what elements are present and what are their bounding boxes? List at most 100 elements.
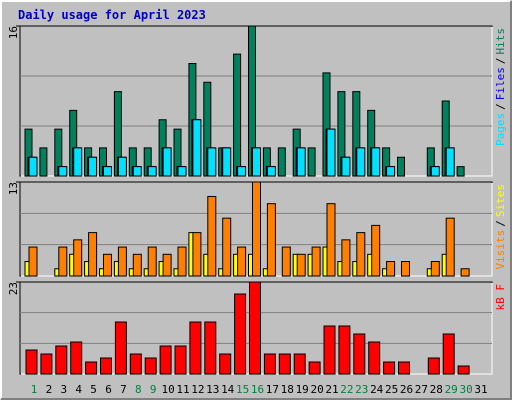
bar — [266, 203, 276, 277]
legend-entry: Files — [494, 67, 507, 100]
x-tick-label: 10 — [161, 383, 174, 396]
bar — [88, 156, 98, 177]
bar — [353, 333, 366, 375]
x-tick-label: 20 — [310, 383, 323, 396]
bar — [296, 253, 306, 277]
bar — [207, 195, 217, 277]
x-tick-label: 5 — [90, 383, 97, 396]
x-tick-label: 2 — [46, 383, 53, 396]
y-tick-label: 16 — [7, 26, 20, 39]
bar — [117, 156, 127, 177]
x-tick-label: 8 — [135, 383, 142, 396]
bar — [40, 353, 53, 375]
legend: kB F — [494, 284, 507, 311]
bar — [427, 357, 440, 375]
x-tick-label: 12 — [191, 383, 204, 396]
bar — [73, 239, 83, 277]
x-tick-label: 18 — [281, 383, 294, 396]
bar — [263, 353, 276, 375]
x-tick-label: 23 — [355, 383, 368, 396]
x-tick-label: 16 — [251, 383, 264, 396]
legend-separator: / — [494, 58, 507, 65]
legend-entry: Visits — [494, 230, 507, 270]
legend-entry: Hits — [494, 28, 507, 55]
bar — [237, 246, 247, 277]
bar — [162, 147, 172, 177]
y-tick-label: 23 — [7, 282, 20, 295]
bar — [383, 361, 396, 375]
bar — [430, 261, 440, 277]
bar — [222, 147, 232, 177]
bar — [356, 147, 366, 177]
chart-title: Daily usage for April 2023 — [18, 8, 206, 22]
bar — [207, 147, 217, 177]
bar — [174, 345, 187, 375]
x-tick-label: 30 — [459, 383, 472, 396]
legend-entry: Pages — [494, 113, 507, 146]
x-tick-label: 4 — [75, 383, 82, 396]
bar — [222, 217, 232, 277]
bar — [39, 147, 48, 177]
x-tick-label: 17 — [266, 383, 279, 396]
y-tick-label: 13 — [7, 182, 20, 195]
x-tick-label: 21 — [325, 383, 338, 396]
bar — [326, 128, 336, 177]
bar — [277, 147, 286, 177]
bar — [341, 156, 351, 177]
bar — [371, 147, 381, 177]
bar — [55, 345, 68, 375]
bar — [442, 333, 455, 375]
x-tick-label: 15 — [236, 383, 249, 396]
x-tick-label: 1 — [31, 383, 38, 396]
bar — [189, 321, 202, 375]
bar — [192, 119, 202, 177]
bar — [266, 166, 276, 177]
x-tick-label: 13 — [206, 383, 219, 396]
bar — [132, 166, 142, 177]
x-tick-label: 26 — [400, 383, 413, 396]
bar — [114, 321, 127, 375]
x-tick-label: 6 — [105, 383, 112, 396]
bar — [281, 246, 291, 277]
bar — [103, 253, 112, 277]
bar — [356, 232, 366, 277]
x-tick-label: 7 — [120, 383, 127, 396]
bar — [341, 239, 351, 277]
legend: Pages / Files / Hits — [494, 28, 507, 146]
bar — [159, 345, 172, 375]
x-tick-label: 29 — [445, 383, 458, 396]
x-tick-label: 11 — [176, 383, 189, 396]
x-tick-label: 14 — [221, 383, 235, 396]
bar — [430, 166, 440, 177]
bar — [397, 156, 405, 177]
bar — [296, 147, 306, 177]
bar — [401, 261, 410, 277]
x-tick-label: 19 — [296, 383, 309, 396]
bar — [132, 253, 142, 277]
x-tick-label: 25 — [385, 383, 398, 396]
bar — [278, 353, 291, 375]
bar — [177, 246, 187, 277]
bar — [307, 147, 316, 177]
bar — [204, 321, 217, 375]
bar — [28, 246, 38, 277]
bar — [147, 166, 157, 177]
bar — [147, 246, 157, 277]
bar — [73, 147, 83, 177]
bar — [129, 353, 142, 375]
x-tick-label: 31 — [474, 383, 487, 396]
bar — [233, 53, 242, 177]
legend-entry: kB F — [494, 284, 507, 311]
x-tick-label: 22 — [340, 383, 353, 396]
bar — [219, 353, 232, 375]
legend: Visits / Sites — [494, 184, 507, 270]
bar — [100, 357, 112, 375]
bar — [457, 365, 470, 375]
bar — [28, 156, 38, 177]
bar — [103, 166, 112, 177]
legend-separator: / — [494, 103, 507, 110]
bar — [371, 224, 381, 277]
bar — [338, 325, 351, 375]
